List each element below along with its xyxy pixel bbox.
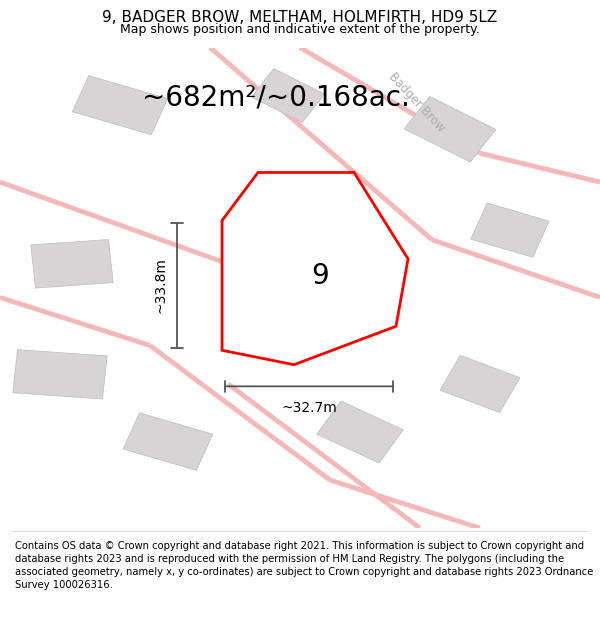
Text: ~682m²/~0.168ac.: ~682m²/~0.168ac.	[142, 84, 410, 112]
Polygon shape	[222, 173, 408, 365]
Text: Map shows position and indicative extent of the property.: Map shows position and indicative extent…	[120, 22, 480, 36]
Text: ~32.7m: ~32.7m	[281, 401, 337, 415]
Text: Contains OS data © Crown copyright and database right 2021. This information is : Contains OS data © Crown copyright and d…	[15, 541, 593, 591]
Polygon shape	[440, 356, 520, 412]
Text: 9, BADGER BROW, MELTHAM, HOLMFIRTH, HD9 5LZ: 9, BADGER BROW, MELTHAM, HOLMFIRTH, HD9 …	[103, 11, 497, 26]
Polygon shape	[123, 413, 213, 471]
Polygon shape	[471, 203, 549, 258]
Polygon shape	[317, 401, 403, 463]
Text: Badger Brow: Badger Brow	[386, 71, 448, 135]
Text: ~33.8m: ~33.8m	[154, 258, 168, 313]
Polygon shape	[251, 69, 325, 122]
Polygon shape	[13, 349, 107, 399]
Polygon shape	[404, 96, 496, 162]
Polygon shape	[31, 239, 113, 288]
Polygon shape	[307, 219, 389, 279]
Polygon shape	[73, 76, 167, 135]
Text: 9: 9	[311, 262, 329, 290]
